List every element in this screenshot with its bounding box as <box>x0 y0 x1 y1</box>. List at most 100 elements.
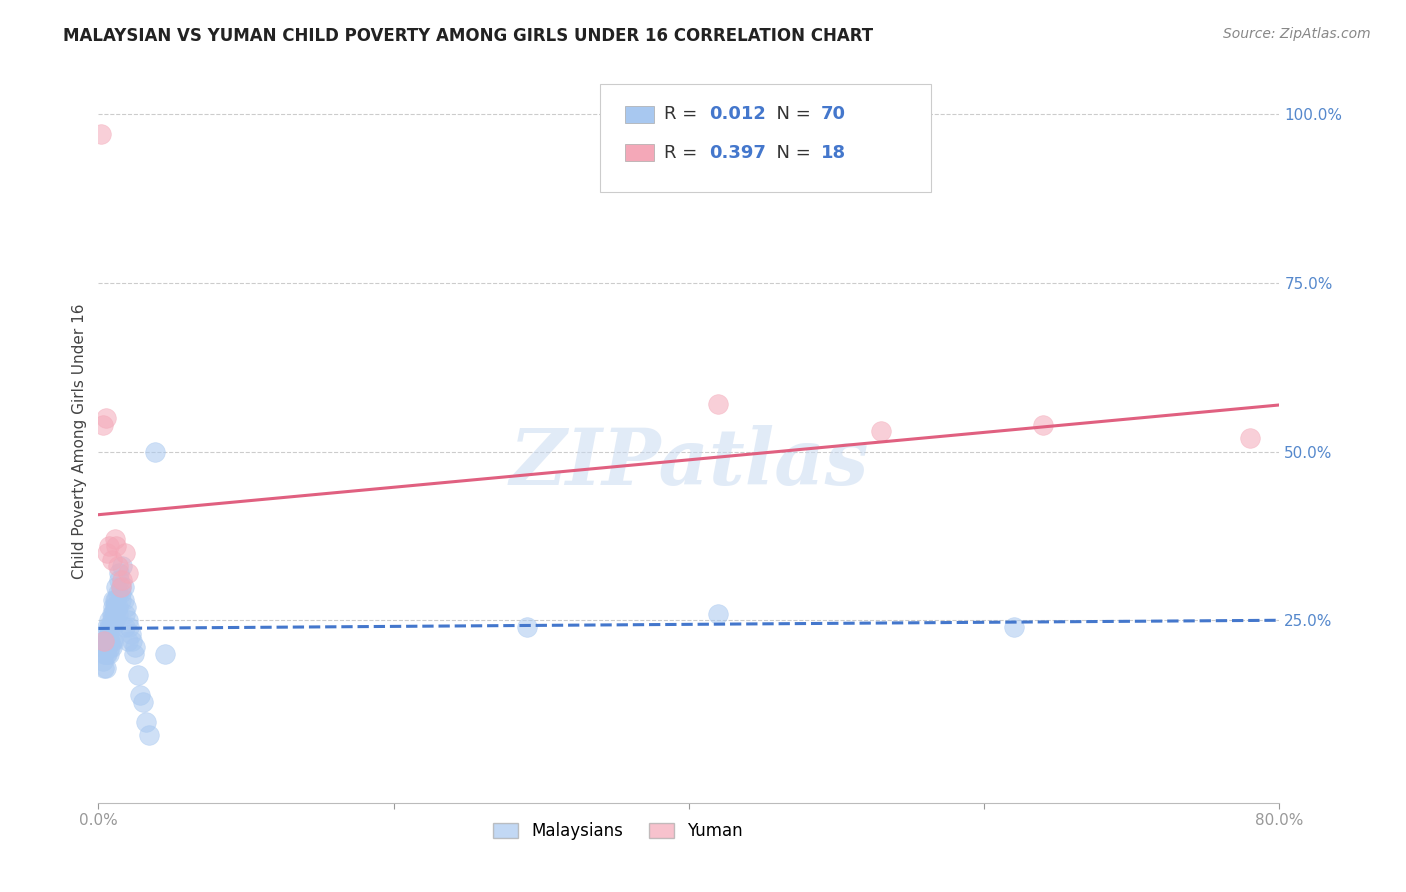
Point <box>94 661 117 675</box>
Point <box>93 647 115 661</box>
Point <box>97 614 120 628</box>
Point <box>108 566 131 581</box>
Point <box>121 633 143 648</box>
Point <box>105 580 128 594</box>
Point <box>111 573 134 587</box>
Point <box>97 539 120 553</box>
Point <box>117 614 139 628</box>
Point <box>107 559 129 574</box>
Point <box>94 640 117 655</box>
Point <box>118 620 141 634</box>
Point <box>112 593 135 607</box>
Point <box>111 559 134 574</box>
Point <box>94 633 117 648</box>
Point <box>96 620 118 634</box>
Point <box>1032 417 1054 432</box>
Point <box>93 627 115 641</box>
Point <box>108 573 131 587</box>
Point <box>104 614 127 628</box>
Text: R =: R = <box>664 144 703 161</box>
Y-axis label: Child Poverty Among Girls Under 16: Child Poverty Among Girls Under 16 <box>72 304 87 579</box>
Text: R =: R = <box>664 105 703 123</box>
Point <box>104 599 127 614</box>
Point <box>91 633 114 648</box>
Point <box>103 620 125 634</box>
FancyBboxPatch shape <box>626 144 654 161</box>
Point <box>103 599 125 614</box>
Text: N =: N = <box>765 105 815 123</box>
Point <box>90 640 112 655</box>
Point <box>870 425 893 439</box>
Point <box>91 654 114 668</box>
Point <box>114 546 136 560</box>
Point <box>107 607 129 621</box>
Point <box>100 633 122 648</box>
Point <box>516 620 538 634</box>
Point <box>104 593 127 607</box>
Point <box>91 417 114 432</box>
Point <box>93 633 115 648</box>
Point <box>105 539 128 553</box>
Point <box>103 633 125 648</box>
Point <box>96 640 118 655</box>
FancyBboxPatch shape <box>600 84 931 193</box>
Text: MALAYSIAN VS YUMAN CHILD POVERTY AMONG GIRLS UNDER 16 CORRELATION CHART: MALAYSIAN VS YUMAN CHILD POVERTY AMONG G… <box>63 27 873 45</box>
Point <box>707 607 730 621</box>
Point <box>98 620 121 634</box>
Point <box>114 607 136 621</box>
Point <box>153 647 176 661</box>
Point <box>115 599 138 614</box>
Point <box>94 647 117 661</box>
Point <box>110 580 132 594</box>
Point <box>112 580 135 594</box>
Text: ZIPatlas: ZIPatlas <box>509 425 869 501</box>
Point <box>1002 620 1025 634</box>
Text: 0.012: 0.012 <box>709 105 766 123</box>
Point <box>96 633 118 648</box>
Text: 70: 70 <box>821 105 846 123</box>
Point <box>117 633 139 648</box>
Point <box>110 580 132 594</box>
Point <box>97 627 120 641</box>
Point <box>103 607 125 621</box>
Point <box>98 640 121 655</box>
Point <box>120 627 142 641</box>
Point <box>97 647 120 661</box>
Point <box>124 640 146 655</box>
Text: Source: ZipAtlas.com: Source: ZipAtlas.com <box>1223 27 1371 41</box>
Point <box>128 688 150 702</box>
Point <box>138 728 160 742</box>
Point <box>100 620 122 634</box>
Point <box>100 552 122 566</box>
Point <box>96 546 118 560</box>
Point <box>104 533 127 547</box>
Point <box>132 694 155 708</box>
Point <box>707 397 730 411</box>
Point <box>1239 431 1261 445</box>
Text: N =: N = <box>765 144 815 161</box>
Legend: Malaysians, Yuman: Malaysians, Yuman <box>485 814 751 848</box>
Point <box>117 566 139 581</box>
Point <box>98 633 121 648</box>
Point <box>110 586 132 600</box>
Point <box>97 633 120 648</box>
Point <box>100 614 122 628</box>
Point <box>105 593 128 607</box>
Point <box>100 607 122 621</box>
Point <box>107 586 129 600</box>
Point <box>107 599 129 614</box>
Point <box>96 647 118 661</box>
Point <box>114 620 136 634</box>
Point <box>127 667 149 681</box>
Point <box>110 593 132 607</box>
Point <box>143 444 166 458</box>
Point <box>105 599 128 614</box>
Point <box>94 411 117 425</box>
Point <box>122 647 145 661</box>
Text: 18: 18 <box>821 144 846 161</box>
Point <box>104 607 127 621</box>
Point <box>90 128 112 142</box>
FancyBboxPatch shape <box>626 105 654 123</box>
Point <box>97 620 120 634</box>
Text: 0.397: 0.397 <box>709 144 766 161</box>
